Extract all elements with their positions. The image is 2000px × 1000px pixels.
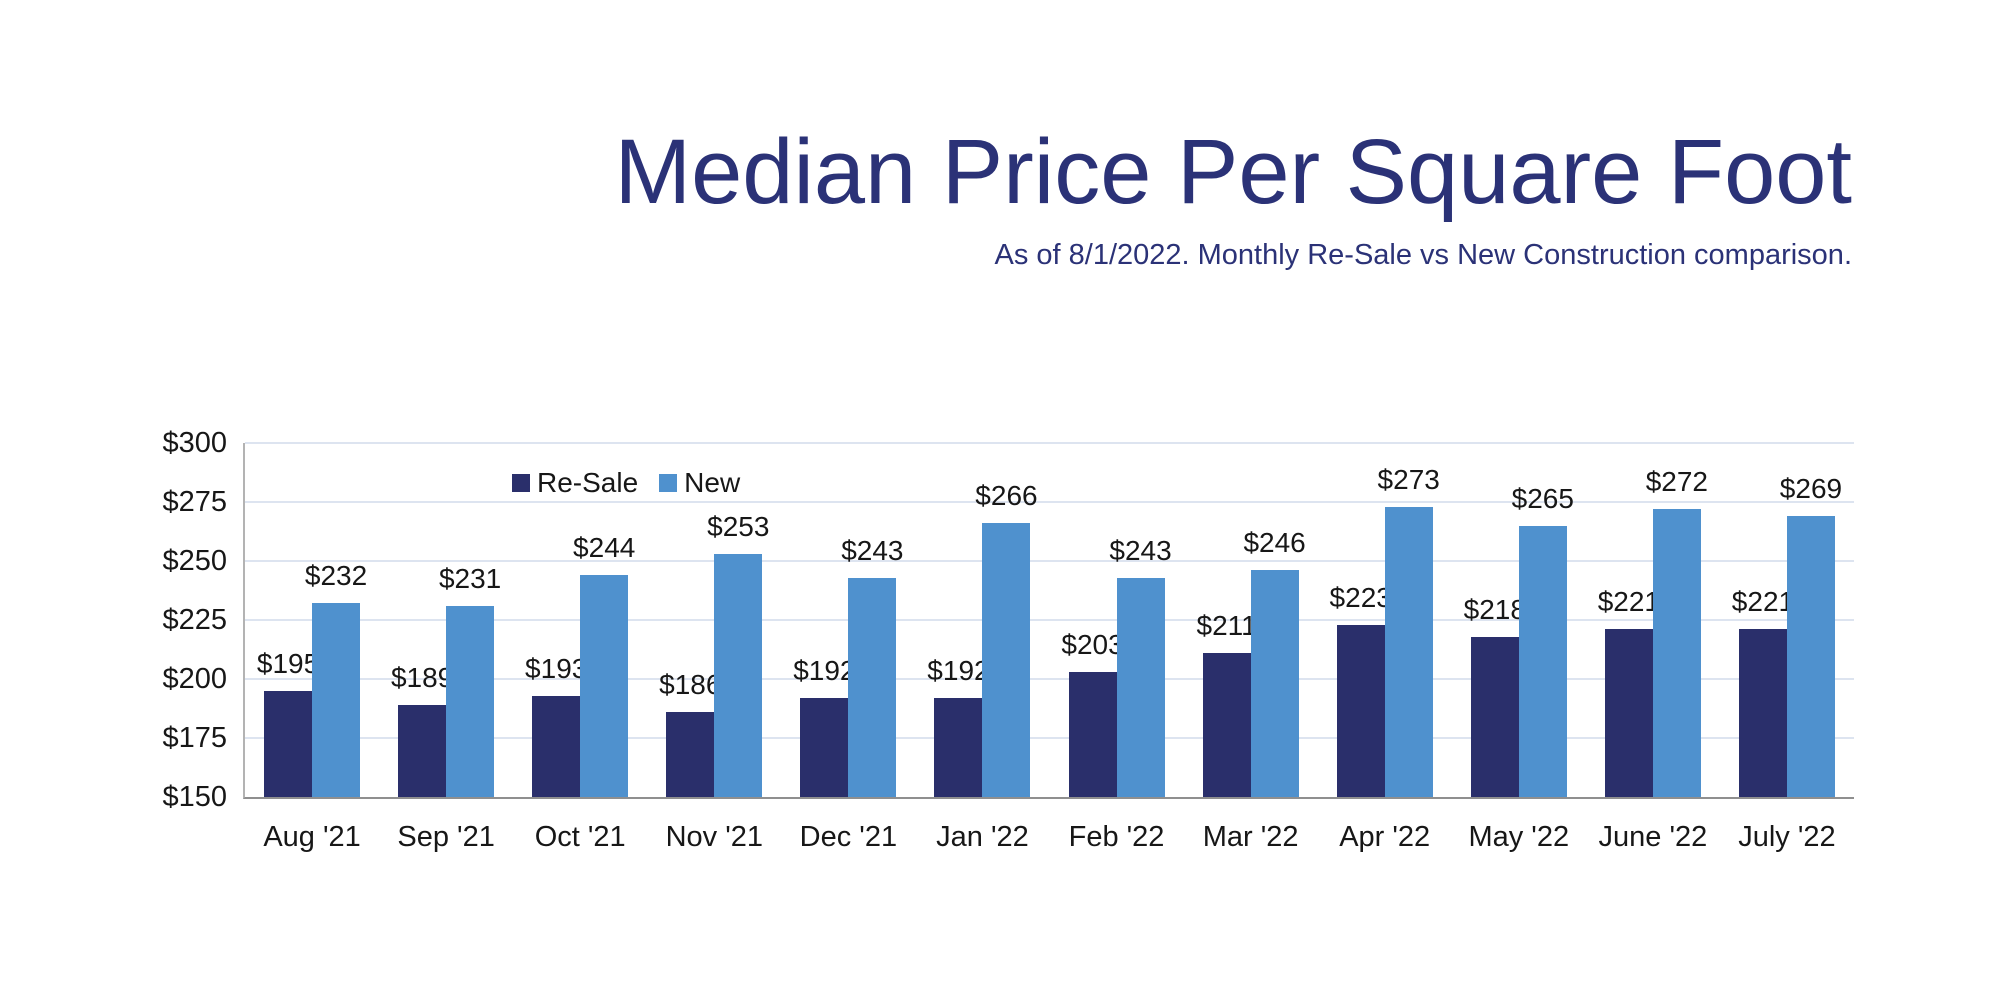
y-tick-label: $175 — [162, 722, 227, 754]
bar-value-label-new: $232 — [304, 560, 368, 592]
x-category-label: Mar '22 — [1202, 821, 1299, 853]
bar-value-label-re-sale: $186 — [659, 669, 722, 701]
bar-value-label-new: $244 — [573, 532, 636, 564]
x-category-label: Jan '22 — [936, 821, 1029, 853]
bar-value-label-new: $253 — [707, 510, 770, 542]
gridline — [245, 678, 1854, 680]
bar-value-label-new: $272 — [1645, 466, 1709, 498]
bar-value-label-new: $265 — [1511, 482, 1574, 514]
bar-re-sale — [1604, 629, 1653, 797]
legend-label-resale: Re-Sale — [537, 467, 639, 498]
y-tick-label: $250 — [162, 545, 227, 577]
gridline — [245, 442, 1854, 444]
y-tick-label: $225 — [162, 604, 227, 636]
bar-re-sale — [934, 697, 983, 797]
bar-value-label-re-sale: $189 — [390, 661, 454, 693]
bar-new — [580, 575, 629, 797]
x-category-label: June '22 — [1598, 821, 1708, 853]
bar-value-label-re-sale: $221 — [1597, 586, 1661, 618]
x-category-label: Dec '21 — [799, 821, 898, 853]
bar-re-sale — [264, 690, 313, 797]
bar-value-label-new: $246 — [1243, 527, 1306, 559]
bar-value-label-re-sale: $192 — [927, 654, 990, 686]
chart-subtitle: As of 8/1/2022. Monthly Re-Sale vs New C… — [994, 239, 1852, 271]
bar-re-sale — [1336, 624, 1385, 797]
x-category-label: Oct '21 — [534, 821, 626, 853]
plot-area: $300 $275 $250 $225 $200 $175 $150 $195 $232 Aug … — [162, 427, 1854, 853]
bar-value-label-new: $266 — [975, 480, 1038, 512]
chart-title: Median Price Per Square Foot — [614, 121, 1852, 223]
bar-value-label-re-sale: $195 — [256, 647, 320, 679]
bar-re-sale — [398, 704, 447, 797]
x-category-label: May '22 — [1468, 821, 1570, 853]
resale-swatch-icon — [512, 474, 530, 492]
bar-value-label-re-sale: $193 — [525, 652, 588, 684]
bar-new — [312, 603, 361, 797]
bar-re-sale — [800, 697, 849, 797]
bar-re-sale — [666, 712, 715, 797]
x-category-label: July '22 — [1738, 821, 1836, 853]
bar-re-sale — [532, 695, 581, 797]
bar-re-sale — [1738, 629, 1787, 797]
bar-new — [1518, 525, 1567, 797]
x-category-label: Nov '21 — [665, 821, 763, 853]
bar-new — [1786, 516, 1835, 797]
y-tick-label: $275 — [162, 486, 227, 518]
bar-new — [1652, 509, 1701, 797]
x-category-label: Feb '22 — [1068, 821, 1165, 853]
bar-new — [982, 523, 1031, 797]
bar-value-label-new: $243 — [1109, 534, 1172, 566]
x-category-label: Apr '22 — [1339, 821, 1431, 853]
bar-value-label-re-sale: $218 — [1463, 593, 1526, 625]
bar-new — [446, 605, 495, 797]
y-tick-label: $200 — [162, 663, 227, 695]
bar-value-label-re-sale: $221 — [1731, 586, 1795, 618]
gridline — [245, 501, 1854, 503]
bar-new — [1116, 577, 1165, 797]
chart-header: Median Price Per Square Foot As of 8/1/2… — [614, 126, 1852, 272]
bar-new — [714, 553, 763, 797]
bar-new — [1384, 506, 1433, 797]
new-swatch-icon — [659, 474, 678, 492]
bar-new — [848, 577, 897, 797]
bar-value-label-new: $243 — [841, 534, 904, 566]
bar-re-sale — [1068, 671, 1117, 797]
bar-re-sale — [1470, 636, 1519, 797]
gridline — [245, 619, 1854, 621]
x-category-label: Sep '21 — [397, 821, 495, 853]
legend-item-new: New — [659, 467, 740, 499]
x-category-label: Aug '21 — [263, 821, 361, 853]
y-tick-label: $300 — [162, 427, 227, 459]
legend-item-resale: Re-Sale — [512, 467, 638, 499]
legend: Re-Sale New — [512, 467, 740, 499]
bar-value-label-new: $269 — [1779, 473, 1843, 505]
gridline — [245, 737, 1854, 739]
bar-value-label-re-sale: $192 — [793, 654, 856, 686]
gridline — [245, 560, 1854, 562]
bar-value-label-re-sale: $223 — [1329, 581, 1392, 613]
bar-value-label-new: $231 — [438, 562, 502, 594]
y-tick-label: $150 — [162, 781, 227, 813]
bar-value-label-new: $273 — [1377, 463, 1440, 495]
bar-new — [1250, 570, 1299, 797]
bar-re-sale — [1202, 653, 1251, 797]
bar-value-label-re-sale: $203 — [1061, 628, 1124, 660]
legend-label-new: New — [684, 467, 741, 498]
bar-value-label-re-sale: $211 — [1196, 610, 1257, 642]
